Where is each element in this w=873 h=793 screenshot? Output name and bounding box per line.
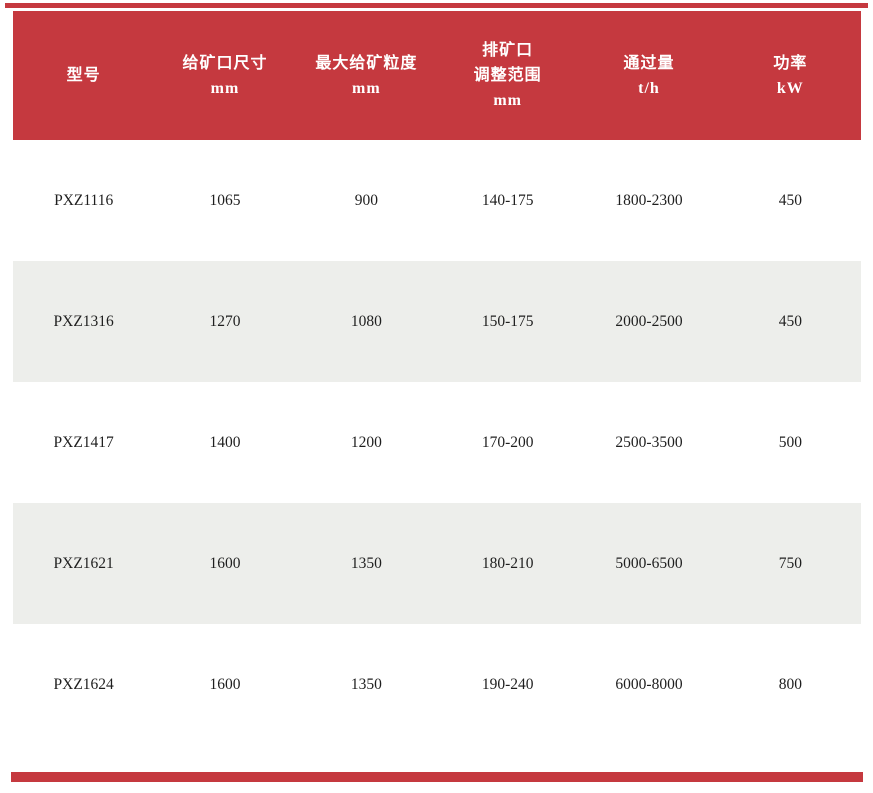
cell-discharge-range: 140-175: [481, 191, 534, 209]
cell-discharge-range: 150-175: [481, 312, 534, 330]
cell-max-feed-size: 1200: [350, 433, 382, 451]
header-line: kW: [776, 79, 804, 97]
column-header-max-feed-size: 最大给矿粒度 mm: [296, 51, 437, 101]
header-line: 给矿口尺寸: [182, 54, 268, 72]
column-header-discharge-range: 排矿口 调整范围 mm: [437, 38, 578, 113]
bottom-accent-bar: [11, 772, 863, 782]
header-line: 排矿口: [482, 42, 534, 59]
header-line: 调整范围: [473, 67, 542, 84]
cell-power: 450: [778, 191, 802, 209]
table-header-row: 型号 给矿口尺寸 mm 最大给矿粒度 mm 排矿口 调整范围 mm 通过量: [13, 11, 861, 140]
cell-feed-opening: 1270: [209, 312, 241, 330]
cell-capacity: 1800-2300: [615, 191, 683, 209]
cell-model: PXZ1316: [53, 312, 114, 330]
column-header-feed-opening: 给矿口尺寸 mm: [154, 51, 295, 101]
cell-capacity: 2000-2500: [615, 312, 683, 330]
cell-feed-opening: 1600: [209, 554, 241, 572]
table-row: PXZ1116 1065 900 140-175 1800-2300 450: [13, 140, 861, 261]
cell-model: PXZ1116: [54, 191, 114, 209]
header-line: mm: [210, 79, 240, 97]
header-line: 最大给矿粒度: [315, 54, 418, 72]
column-header-capacity: 通过量 t/h: [578, 51, 719, 101]
table-row: PXZ1621 1600 1350 180-210 5000-6500 750: [13, 503, 861, 624]
cell-power: 450: [778, 312, 802, 330]
cell-capacity: 2500-3500: [615, 433, 683, 451]
header-line: 功率: [773, 54, 808, 72]
table-row: PXZ1624 1600 1350 190-240 6000-8000 800: [13, 624, 861, 745]
header-line: t/h: [638, 79, 660, 97]
header-line: 型号: [66, 67, 101, 84]
column-header-model: 型号: [13, 63, 154, 88]
table-row: PXZ1316 1270 1080 150-175 2000-2500 450: [13, 261, 861, 382]
cell-max-feed-size: 900: [354, 191, 378, 209]
cell-discharge-range: 170-200: [481, 433, 534, 451]
top-accent-bar: [5, 3, 868, 8]
header-line: 通过量: [623, 54, 675, 72]
cell-max-feed-size: 1080: [350, 312, 382, 330]
cell-discharge-range: 190-240: [481, 675, 534, 693]
cell-capacity: 6000-8000: [615, 675, 683, 693]
cell-power: 500: [778, 433, 802, 451]
column-header-power: 功率 kW: [720, 51, 861, 101]
cell-max-feed-size: 1350: [350, 675, 382, 693]
cell-power: 800: [778, 675, 802, 693]
cell-feed-opening: 1600: [209, 675, 241, 693]
cell-discharge-range: 180-210: [481, 554, 534, 572]
cell-power: 750: [778, 554, 802, 572]
cell-model: PXZ1624: [53, 675, 114, 693]
cell-feed-opening: 1065: [209, 191, 241, 209]
table-row: PXZ1417 1400 1200 170-200 2500-3500 500: [13, 382, 861, 503]
cell-model: PXZ1621: [53, 554, 114, 572]
cell-model: PXZ1417: [53, 433, 114, 451]
header-line: mm: [351, 79, 381, 97]
spec-table: 型号 给矿口尺寸 mm 最大给矿粒度 mm 排矿口 调整范围 mm 通过量: [13, 11, 861, 745]
cell-max-feed-size: 1350: [350, 554, 382, 572]
cell-feed-opening: 1400: [209, 433, 241, 451]
header-line: mm: [493, 92, 522, 109]
cell-capacity: 5000-6500: [615, 554, 683, 572]
